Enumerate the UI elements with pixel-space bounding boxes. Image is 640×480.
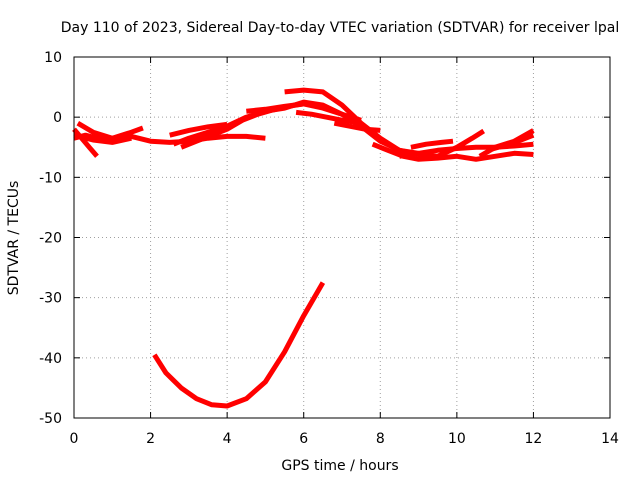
x-tick-label: 0 bbox=[70, 431, 79, 447]
chart-title: Day 110 of 2023, Sidereal Day-to-day VTE… bbox=[61, 20, 619, 36]
x-tick-label: 2 bbox=[146, 431, 155, 447]
series-line-track-10 bbox=[295, 109, 362, 126]
series-line-track-14 bbox=[410, 138, 454, 150]
data-series bbox=[72, 87, 535, 409]
y-axis-label: SDTVAR / TECUs bbox=[6, 181, 22, 296]
y-tick-label: 10 bbox=[44, 50, 62, 66]
y-tick-label: 0 bbox=[53, 110, 62, 126]
series-line-track-3 bbox=[76, 121, 144, 141]
y-tick-label: -30 bbox=[39, 291, 62, 307]
y-tick-label: -20 bbox=[39, 231, 62, 247]
x-tick-label: 4 bbox=[223, 431, 232, 447]
grid bbox=[74, 57, 610, 418]
x-tick-label: 10 bbox=[448, 431, 466, 447]
x-tick-label: 6 bbox=[299, 431, 308, 447]
series-line-track-4 bbox=[73, 132, 132, 145]
series-line-track-8 bbox=[246, 101, 362, 123]
series-line-track-17 bbox=[486, 132, 535, 153]
y-tick-label: -10 bbox=[39, 170, 62, 186]
series-line-track-1 bbox=[73, 132, 266, 145]
series-line-track-12 bbox=[371, 141, 534, 162]
x-tick-label: 14 bbox=[601, 431, 619, 447]
x-tick-label: 8 bbox=[376, 431, 385, 447]
series-line-track-13 bbox=[399, 141, 534, 159]
y-tick-label: -40 bbox=[39, 351, 62, 367]
series-line-track-11 bbox=[333, 120, 381, 133]
y-tick-label: -50 bbox=[39, 411, 62, 427]
axis-ticks: 0 2 4 6 8 10 12 14 -50 -40 -30 -20 -10 0 10 bbox=[39, 50, 619, 447]
series-line-track-18 bbox=[152, 281, 326, 409]
series-line-track-7 bbox=[169, 121, 228, 138]
x-tick-label: 12 bbox=[525, 431, 543, 447]
x-axis-label: GPS time / hours bbox=[281, 458, 398, 474]
series-line-track-15 bbox=[436, 128, 486, 159]
